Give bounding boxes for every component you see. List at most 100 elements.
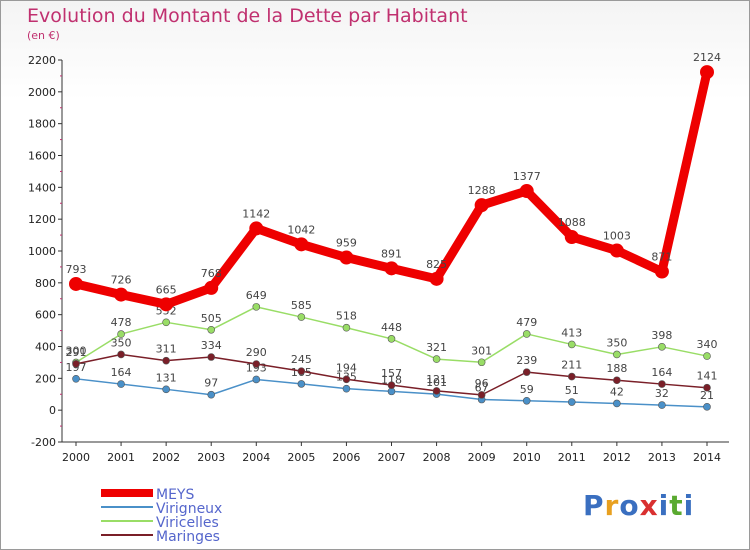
- data-point-maringes: [703, 383, 711, 392]
- data-label-virigneux: 67: [475, 382, 489, 395]
- data-label-maringes: 211: [561, 359, 582, 372]
- x-tick-label: 2001: [107, 451, 135, 464]
- x-tick-label: 2009: [468, 451, 496, 464]
- data-label-viricelles: 479: [516, 316, 537, 329]
- data-point-viricelles: [522, 330, 531, 338]
- data-point-maringes: [297, 367, 306, 375]
- data-label-maringes: 239: [516, 354, 537, 367]
- data-point-virigneux: [703, 403, 711, 411]
- data-label-viricelles: 321: [426, 341, 447, 354]
- data-point-maringes: [207, 353, 216, 361]
- data-point-viricelles: [117, 330, 125, 338]
- data-label-meys: 1003: [603, 230, 631, 243]
- x-tick-label: 2011: [558, 451, 586, 464]
- x-tick-label: 2000: [62, 451, 90, 464]
- data-point-maringes: [342, 375, 351, 384]
- y-tick-label: 1000: [28, 245, 56, 258]
- x-tick-label: 2010: [513, 451, 541, 464]
- data-label-viricelles: 505: [201, 312, 222, 325]
- y-tick-label: 1800: [28, 118, 56, 131]
- data-label-meys: 825: [426, 258, 447, 271]
- data-point-viricelles: [387, 335, 396, 343]
- data-label-viricelles: 301: [471, 344, 492, 357]
- data-label-meys: 768: [201, 267, 222, 280]
- legend-label-virigneux: Virigneux: [156, 501, 222, 517]
- data-point-maringes: [387, 381, 396, 389]
- data-point-meys: [700, 65, 714, 80]
- x-tick-label: 2005: [287, 451, 315, 464]
- data-point-meys: [114, 287, 129, 302]
- data-label-maringes: 141: [697, 370, 718, 383]
- data-point-meys: [654, 264, 669, 279]
- data-point-meys: [609, 243, 624, 258]
- data-point-meys: [384, 261, 399, 276]
- x-tick-label: 2003: [197, 451, 225, 464]
- data-point-maringes: [72, 360, 80, 368]
- data-point-meys: [159, 297, 174, 312]
- data-point-virigneux: [658, 401, 666, 409]
- data-point-viricelles: [252, 303, 261, 311]
- data-label-maringes: 334: [201, 339, 222, 352]
- data-point-viricelles: [613, 350, 621, 359]
- y-tick-label: -200: [31, 436, 56, 449]
- data-point-virigneux: [297, 380, 306, 388]
- y-tick-label: 1600: [28, 150, 56, 163]
- data-point-maringes: [522, 368, 531, 376]
- y-tick-label: 600: [35, 309, 56, 322]
- y-tick-label: 800: [35, 277, 56, 290]
- data-label-virigneux: 32: [655, 387, 669, 400]
- data-point-virigneux: [567, 398, 576, 406]
- data-point-virigneux: [613, 399, 621, 408]
- data-point-viricelles: [703, 352, 711, 360]
- data-point-maringes: [252, 360, 261, 368]
- data-point-virigneux: [207, 390, 216, 399]
- data-label-maringes: 121: [426, 373, 447, 386]
- data-point-maringes: [477, 391, 486, 399]
- data-point-meys: [204, 280, 219, 295]
- data-label-meys: 1088: [558, 216, 586, 229]
- data-point-virigneux: [342, 384, 351, 393]
- data-label-meys: 871: [651, 251, 672, 264]
- data-label-virigneux: 164: [111, 366, 132, 379]
- x-tick-label: 2012: [603, 451, 631, 464]
- y-tick-label: 1400: [28, 181, 56, 194]
- data-label-virigneux: 131: [156, 371, 177, 384]
- data-point-maringes: [162, 356, 170, 365]
- data-label-viricelles: 448: [381, 321, 402, 334]
- y-tick-label: 0: [49, 404, 56, 417]
- data-point-meys: [519, 183, 534, 198]
- data-label-virigneux: 118: [381, 373, 402, 386]
- data-label-meys: 726: [111, 274, 132, 287]
- data-point-meys: [69, 276, 83, 291]
- chart-title: Evolution du Montant de la Dette par Hab…: [27, 5, 468, 27]
- data-point-meys: [294, 237, 309, 252]
- data-point-viricelles: [297, 313, 306, 321]
- data-label-maringes: 311: [156, 343, 177, 356]
- data-point-meys: [249, 221, 264, 236]
- data-point-maringes: [658, 380, 666, 388]
- data-label-meys: 2124: [693, 51, 721, 64]
- data-label-viricelles: 413: [561, 326, 582, 339]
- data-label-meys: 959: [336, 237, 357, 250]
- x-tick-label: 2008: [423, 451, 451, 464]
- data-label-maringes: 245: [291, 353, 312, 366]
- data-label-viricelles: 340: [697, 338, 718, 351]
- y-tick-label: 2000: [28, 86, 56, 99]
- data-label-maringes: 290: [246, 346, 267, 359]
- data-label-meys: 1377: [513, 170, 541, 183]
- data-point-maringes: [613, 376, 621, 385]
- data-point-virigneux: [252, 375, 261, 384]
- legend-label-maringes: Maringes: [156, 529, 220, 545]
- data-label-virigneux: 42: [610, 385, 624, 398]
- data-point-virigneux: [162, 385, 170, 394]
- data-label-meys: 665: [156, 283, 177, 296]
- data-label-viricelles: 398: [651, 329, 672, 342]
- data-label-meys: 1142: [242, 207, 270, 220]
- y-tick-label: 200: [35, 372, 56, 385]
- data-label-maringes: 291: [66, 346, 87, 359]
- data-point-maringes: [117, 350, 125, 359]
- x-tick-label: 2007: [378, 451, 406, 464]
- data-point-viricelles: [162, 318, 170, 327]
- data-label-meys: 1288: [468, 184, 496, 197]
